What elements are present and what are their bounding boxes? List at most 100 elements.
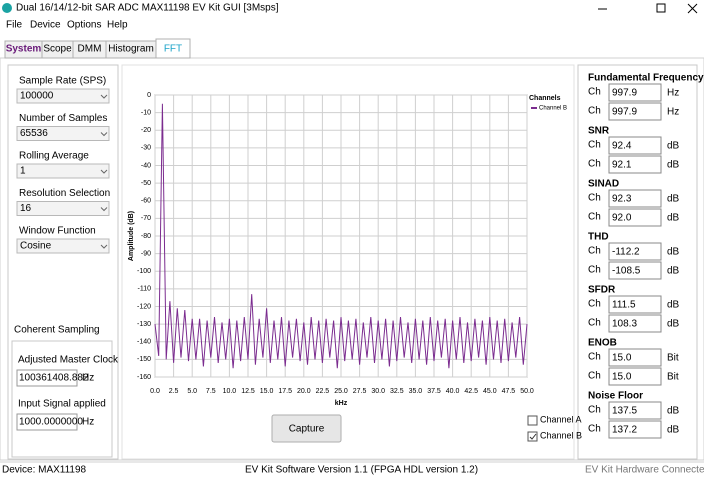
legend-label: Channel B: [539, 106, 567, 112]
y-tick-label: -30: [141, 145, 151, 152]
input-value[interactable]: 1000.0000000: [19, 417, 83, 428]
x-tick-label: 50.0: [520, 388, 534, 395]
setting-label: Rolling Average: [19, 151, 89, 162]
input-box[interactable]: [16, 369, 78, 387]
capture-label[interactable]: Capture: [289, 424, 325, 435]
combo-box[interactable]: [16, 238, 110, 254]
x-tick-label: 32.5: [390, 388, 404, 395]
tab-label[interactable]: System: [6, 44, 42, 55]
combo-arrow: [100, 132, 108, 137]
measure-unit: dB: [667, 266, 680, 277]
measure-unit: dB: [667, 300, 680, 311]
menu-item[interactable]: Device: [30, 20, 61, 31]
checkbox-label[interactable]: Channel B: [540, 430, 582, 440]
combo-value[interactable]: 65536: [20, 128, 48, 139]
y-tick-label: -120: [137, 303, 151, 310]
x-tick-label: 12.5: [241, 388, 255, 395]
combo-arrow: [100, 94, 108, 99]
combo-value[interactable]: 16: [20, 203, 32, 214]
value-box: [608, 83, 662, 102]
measure-unit: dB: [667, 160, 680, 171]
x-tick-label: 22.5: [316, 388, 330, 395]
measure-value: 92.4: [612, 141, 632, 152]
measure-title: Fundamental Frequency: [588, 73, 704, 84]
x-tick-label: 25.0: [334, 388, 348, 395]
y-tick-label: 0: [147, 92, 151, 99]
measure-title: THD: [588, 232, 609, 243]
x-tick-label: 20.0: [297, 388, 311, 395]
measure-unit: dB: [667, 406, 680, 417]
combo-box[interactable]: [16, 88, 110, 104]
measure-title: SFDR: [588, 285, 616, 296]
tab-label[interactable]: DMM: [78, 44, 102, 55]
measure-value: 92.3: [612, 194, 632, 205]
measure-unit: Bit: [667, 372, 679, 383]
measure-value: 137.5: [612, 406, 637, 417]
measure-value: 997.9: [612, 88, 637, 99]
close-button[interactable]: [687, 3, 698, 14]
tab-label[interactable]: Scope: [43, 44, 72, 55]
channel-label: Ch: [588, 212, 601, 223]
combo-box[interactable]: [16, 126, 110, 141]
capture-button[interactable]: [271, 414, 342, 443]
tab[interactable]: [155, 38, 191, 59]
channel-label: Ch: [588, 106, 601, 117]
x-tick-label: 10.0: [223, 388, 237, 395]
combo-box[interactable]: [16, 201, 110, 216]
y-tick-label: -160: [137, 374, 151, 381]
x-tick-label: 27.5: [353, 388, 367, 395]
x-tick-label: 2.5: [169, 388, 179, 395]
checkbox[interactable]: [527, 431, 538, 442]
value-box: [608, 420, 662, 439]
y-tick-label: -80: [141, 233, 151, 240]
value-box: [608, 102, 662, 121]
input-value[interactable]: 100361408.882: [19, 373, 89, 384]
x-tick-label: 45.0: [483, 388, 497, 395]
x-tick-label: 0.0: [150, 388, 160, 395]
x-tick-label: 5.0: [187, 388, 197, 395]
x-tick-label: 30.0: [371, 388, 385, 395]
menu-item[interactable]: File: [6, 20, 23, 31]
combo-value[interactable]: Cosine: [20, 241, 52, 252]
combo-value[interactable]: 1: [20, 166, 26, 177]
measure-unit: Hz: [667, 88, 679, 99]
group-title: Coherent Sampling: [14, 325, 100, 336]
tab-label[interactable]: Histogram: [108, 44, 154, 55]
y-tick-label: -20: [141, 127, 151, 134]
combo-value[interactable]: 100000: [20, 91, 54, 102]
menu-item[interactable]: Help: [107, 20, 128, 31]
combo-arrow: [100, 244, 108, 249]
tab-label[interactable]: FFT: [164, 44, 182, 55]
combo-arrow: [100, 207, 108, 212]
combo-box[interactable]: [16, 163, 110, 179]
window-title: Dual 16/14/12-bit SAR ADC MAX11198 EV Ki…: [16, 3, 279, 14]
checkbox-label[interactable]: Channel A: [540, 414, 582, 424]
y-tick-label: -60: [141, 198, 151, 205]
checkbox[interactable]: [527, 415, 538, 426]
spectrum-line: [154, 103, 528, 369]
y-tick-label: -150: [137, 356, 151, 363]
field-label: Adjusted Master Clock: [18, 355, 119, 366]
y-tick-label: -130: [137, 321, 151, 328]
value-box: [608, 295, 662, 314]
x-tick-label: 7.5: [206, 388, 216, 395]
maximize-button[interactable]: [656, 3, 666, 13]
measure-unit: dB: [667, 247, 680, 258]
app-icon: [2, 3, 12, 13]
setting-label: Number of Samples: [19, 113, 107, 124]
check-mark: [529, 433, 537, 440]
measure-unit: Hz: [667, 107, 679, 118]
input-box[interactable]: [16, 413, 78, 431]
measure-unit: dB: [667, 213, 680, 224]
channel-label: Ch: [588, 299, 601, 310]
measure-value: 92.1: [612, 160, 632, 171]
value-box: [608, 136, 662, 155]
y-tick-label: -50: [141, 180, 151, 187]
measure-value: -112.2: [612, 247, 640, 258]
menu-item[interactable]: Options: [67, 20, 101, 31]
measure-value: 15.0: [612, 372, 632, 383]
measure-value: 92.0: [612, 213, 632, 224]
channel-label: Ch: [588, 424, 601, 435]
y-tick-label: -110: [138, 286, 152, 293]
